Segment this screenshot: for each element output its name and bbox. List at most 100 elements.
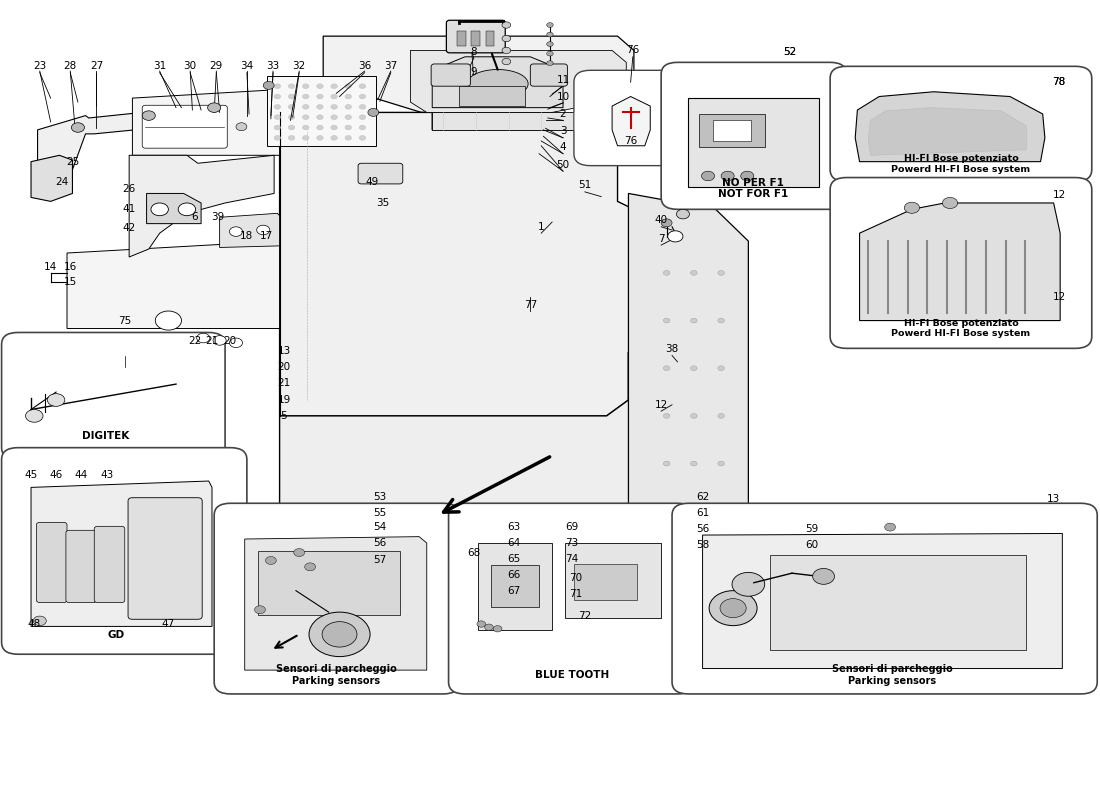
Circle shape bbox=[47, 394, 65, 406]
Text: 66: 66 bbox=[507, 570, 520, 580]
Circle shape bbox=[142, 111, 155, 120]
Text: 9: 9 bbox=[471, 67, 477, 77]
Polygon shape bbox=[244, 537, 427, 670]
Text: 45: 45 bbox=[24, 470, 37, 481]
Text: 29: 29 bbox=[210, 62, 223, 71]
Text: 78: 78 bbox=[1053, 78, 1066, 87]
Text: 76: 76 bbox=[626, 46, 639, 55]
Polygon shape bbox=[432, 113, 617, 130]
Text: 10: 10 bbox=[557, 91, 570, 102]
Text: 56: 56 bbox=[696, 524, 710, 534]
Text: 70: 70 bbox=[570, 573, 583, 583]
Circle shape bbox=[547, 22, 553, 27]
Circle shape bbox=[484, 624, 493, 630]
Circle shape bbox=[663, 461, 670, 466]
Circle shape bbox=[317, 114, 323, 119]
Text: 22: 22 bbox=[188, 336, 201, 346]
Text: 41: 41 bbox=[122, 204, 135, 214]
Text: 21: 21 bbox=[277, 378, 290, 388]
Circle shape bbox=[33, 616, 46, 626]
Text: 74: 74 bbox=[565, 554, 579, 564]
Circle shape bbox=[72, 122, 85, 132]
Circle shape bbox=[274, 105, 280, 110]
Text: 48: 48 bbox=[28, 619, 41, 629]
Polygon shape bbox=[31, 481, 212, 626]
Circle shape bbox=[345, 125, 352, 130]
Circle shape bbox=[691, 461, 697, 466]
Circle shape bbox=[322, 622, 358, 647]
Polygon shape bbox=[859, 203, 1060, 321]
Circle shape bbox=[317, 84, 323, 89]
Text: DIGITEK: DIGITEK bbox=[81, 430, 129, 441]
Text: 21: 21 bbox=[206, 336, 219, 346]
Circle shape bbox=[302, 84, 309, 89]
Bar bbox=[485, 31, 494, 46]
Polygon shape bbox=[612, 97, 650, 146]
Circle shape bbox=[722, 171, 734, 181]
FancyBboxPatch shape bbox=[431, 64, 471, 86]
Circle shape bbox=[263, 82, 274, 90]
Polygon shape bbox=[285, 551, 656, 622]
Text: 11: 11 bbox=[557, 75, 570, 85]
Text: 30: 30 bbox=[184, 62, 197, 71]
Text: GD: GD bbox=[108, 630, 124, 640]
Circle shape bbox=[256, 226, 270, 234]
Text: 12: 12 bbox=[1053, 190, 1066, 200]
Text: 53: 53 bbox=[373, 492, 386, 502]
Polygon shape bbox=[132, 90, 279, 155]
Circle shape bbox=[710, 590, 757, 626]
Circle shape bbox=[502, 47, 510, 54]
Text: 12: 12 bbox=[654, 400, 668, 410]
Circle shape bbox=[345, 94, 352, 99]
Text: 38: 38 bbox=[666, 344, 679, 354]
Circle shape bbox=[345, 135, 352, 140]
Text: 16: 16 bbox=[64, 262, 77, 271]
Circle shape bbox=[288, 84, 295, 89]
Text: performance: performance bbox=[431, 320, 673, 480]
Circle shape bbox=[502, 58, 510, 65]
Text: 33: 33 bbox=[266, 62, 279, 71]
FancyBboxPatch shape bbox=[672, 503, 1097, 694]
Text: 17: 17 bbox=[260, 231, 273, 242]
FancyBboxPatch shape bbox=[1, 448, 246, 654]
Text: 51: 51 bbox=[579, 181, 592, 190]
Circle shape bbox=[477, 621, 485, 627]
Circle shape bbox=[331, 94, 338, 99]
Circle shape bbox=[360, 94, 365, 99]
Text: 28: 28 bbox=[64, 62, 77, 71]
Circle shape bbox=[367, 109, 378, 116]
Circle shape bbox=[663, 414, 670, 418]
Circle shape bbox=[317, 135, 323, 140]
Circle shape bbox=[718, 461, 725, 466]
Circle shape bbox=[331, 105, 338, 110]
Circle shape bbox=[691, 318, 697, 323]
Text: HI-FI Bose potenziato
Powerd HI-FI Bose system: HI-FI Bose potenziato Powerd HI-FI Bose … bbox=[891, 154, 1031, 174]
Text: 8: 8 bbox=[471, 47, 477, 57]
Circle shape bbox=[360, 84, 365, 89]
Text: 52: 52 bbox=[783, 47, 796, 57]
Circle shape bbox=[360, 125, 365, 130]
Text: 77: 77 bbox=[524, 300, 537, 310]
Text: 56: 56 bbox=[373, 538, 386, 548]
Text: Sensori di parcheggio
Parking sensors: Sensori di parcheggio Parking sensors bbox=[832, 664, 953, 686]
Text: 43: 43 bbox=[101, 470, 114, 481]
Circle shape bbox=[208, 103, 221, 113]
Circle shape bbox=[265, 557, 276, 565]
Circle shape bbox=[493, 626, 502, 632]
Text: 62: 62 bbox=[696, 492, 710, 502]
Text: 37: 37 bbox=[384, 62, 397, 71]
Text: 25: 25 bbox=[66, 157, 79, 166]
FancyBboxPatch shape bbox=[447, 20, 505, 53]
Polygon shape bbox=[279, 337, 650, 551]
Circle shape bbox=[236, 122, 246, 130]
Circle shape bbox=[547, 32, 553, 37]
Text: 52: 52 bbox=[783, 47, 796, 57]
Text: 55: 55 bbox=[373, 508, 386, 518]
FancyBboxPatch shape bbox=[830, 66, 1092, 182]
Polygon shape bbox=[37, 98, 279, 190]
Text: 18: 18 bbox=[240, 231, 253, 242]
FancyBboxPatch shape bbox=[661, 62, 847, 210]
Circle shape bbox=[663, 270, 670, 275]
Text: 20: 20 bbox=[223, 336, 236, 346]
Text: 58: 58 bbox=[696, 539, 710, 550]
